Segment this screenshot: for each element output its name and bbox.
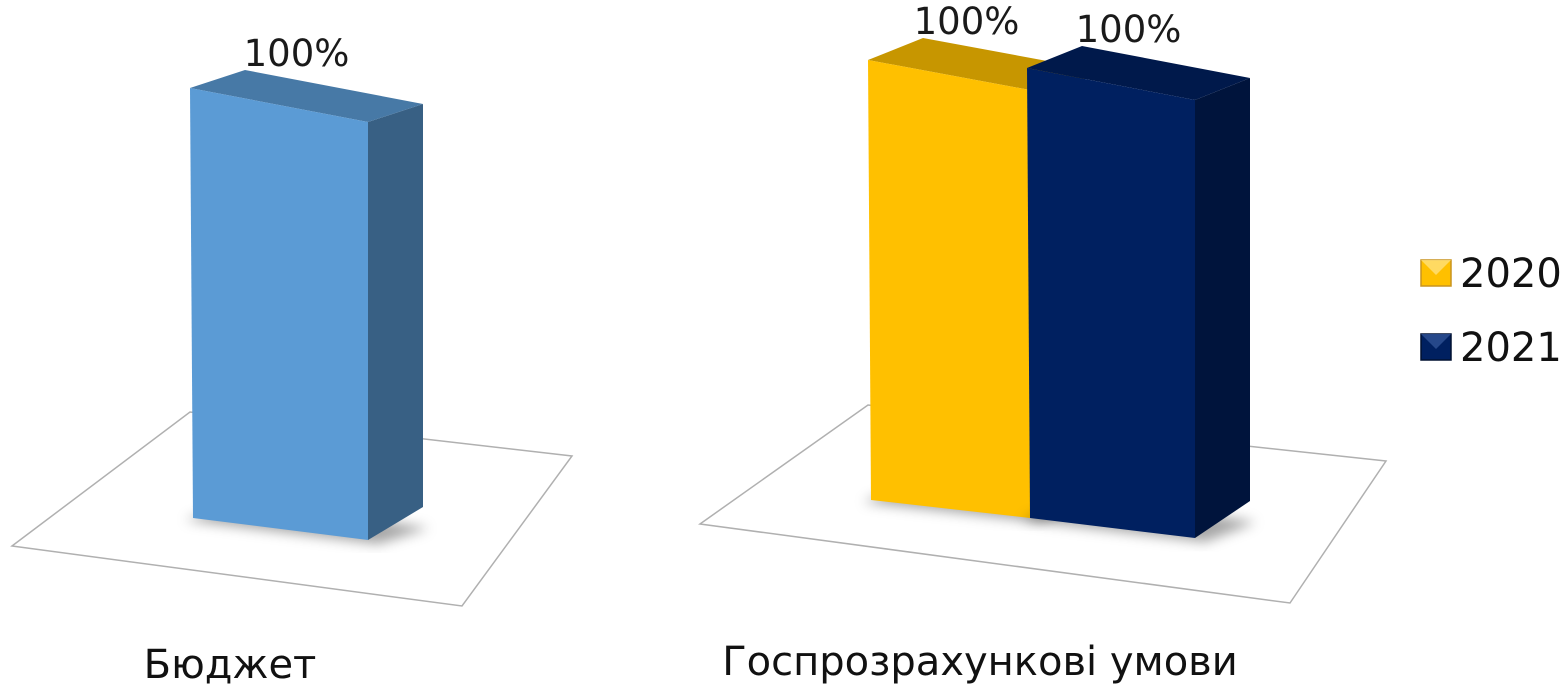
legend-label-2021: 2021 bbox=[1460, 325, 1561, 371]
legend-item-2021: 2021 bbox=[1420, 325, 1561, 371]
category-label-self-financing: Госпрозрахункові умови bbox=[722, 639, 1237, 684]
legend: 2020 2021 bbox=[1420, 251, 1561, 371]
bar-self-financing-2021-front bbox=[1027, 68, 1195, 538]
bar-budget-2020 bbox=[185, 70, 429, 544]
category-label-budget: Бюджет bbox=[144, 642, 317, 684]
legend-label-2020: 2020 bbox=[1460, 251, 1561, 297]
bar-self-financing-2021-top bbox=[1027, 46, 1250, 100]
bar-self-financing-2021-side bbox=[1195, 78, 1250, 538]
labels-layer: 100% 100% 100% bbox=[244, 0, 1182, 75]
bar-self-financing-2021 bbox=[1022, 46, 1256, 542]
bar-budget-2020-top bbox=[190, 70, 423, 122]
legend-swatch-2020-bevel bbox=[1421, 260, 1451, 275]
bar-budget-2020-value-label: 100% bbox=[244, 32, 350, 75]
legend-swatch-2021-bevel bbox=[1421, 334, 1451, 349]
bar-budget-2020-side bbox=[368, 104, 423, 540]
bar-self-financing-2021-value-label: 100% bbox=[1076, 8, 1182, 51]
bar-budget-2020-front bbox=[190, 88, 368, 540]
legend-item-2020: 2020 bbox=[1420, 251, 1561, 297]
bar-self-financing-2020-front bbox=[868, 60, 1030, 518]
bar-self-financing-2020-value-label: 100% bbox=[914, 0, 1020, 43]
bars-layer bbox=[185, 38, 1256, 544]
